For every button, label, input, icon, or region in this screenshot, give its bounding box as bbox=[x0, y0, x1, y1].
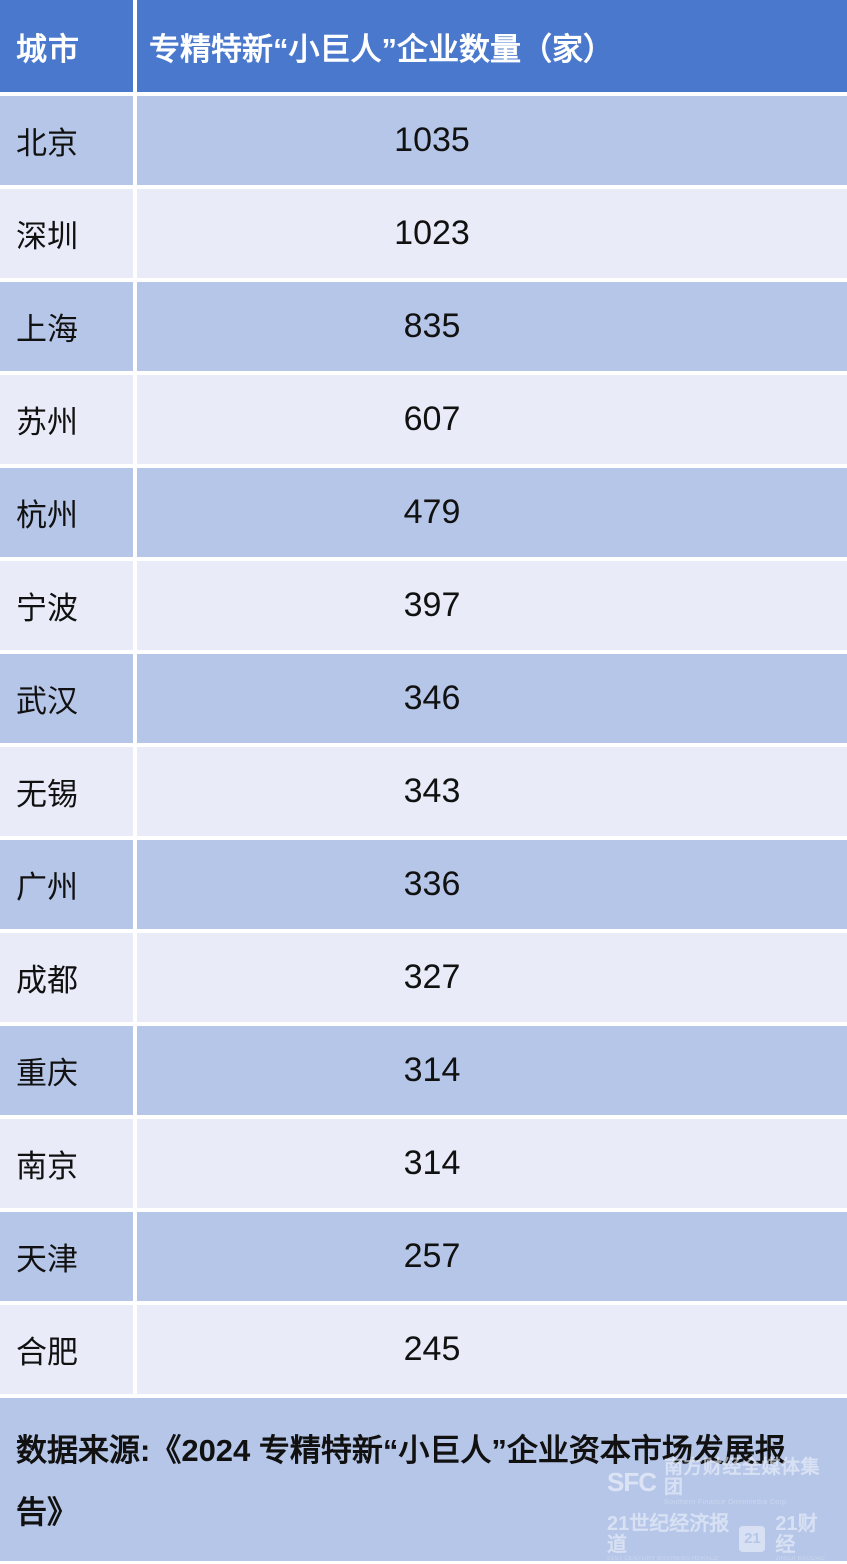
cell-count: 336 bbox=[137, 840, 847, 929]
table-body: 北京 1035 深圳 1023 上海 835 苏州 607 杭州 479 宁波 397 武汉 346 无锡 3… bbox=[0, 96, 847, 1398]
cell-city: 广州 bbox=[0, 840, 133, 929]
cell-city: 武汉 bbox=[0, 654, 133, 743]
row-divider bbox=[0, 836, 847, 840]
table-row: 杭州 479 bbox=[0, 468, 847, 557]
table-row: 上海 835 bbox=[0, 282, 847, 371]
cell-count: 314 bbox=[137, 1119, 847, 1208]
table-header-row: 城市 专精特新“小巨人”企业数量（家） bbox=[0, 0, 847, 92]
row-divider bbox=[0, 1208, 847, 1212]
row-divider bbox=[0, 1115, 847, 1119]
cell-count: 397 bbox=[137, 561, 847, 650]
table-row: 武汉 346 bbox=[0, 654, 847, 743]
row-divider bbox=[0, 185, 847, 189]
cell-city: 深圳 bbox=[0, 189, 133, 278]
table-row: 广州 336 bbox=[0, 840, 847, 929]
table-row: 无锡 343 bbox=[0, 747, 847, 836]
table-row: 南京 314 bbox=[0, 1119, 847, 1208]
column-divider bbox=[133, 933, 137, 1022]
row-divider bbox=[0, 278, 847, 282]
column-header-city-label: 城市 bbox=[16, 31, 80, 67]
cell-count: 327 bbox=[137, 933, 847, 1022]
cell-count: 1023 bbox=[137, 189, 847, 278]
cell-city: 宁波 bbox=[0, 561, 133, 650]
cell-city: 上海 bbox=[0, 282, 133, 371]
column-divider bbox=[133, 1119, 137, 1208]
cell-count: 835 bbox=[137, 282, 847, 371]
cell-city: 合肥 bbox=[0, 1305, 133, 1394]
column-divider bbox=[133, 654, 137, 743]
table-row: 天津 257 bbox=[0, 1212, 847, 1301]
header-body-divider bbox=[0, 92, 847, 96]
row-divider bbox=[0, 929, 847, 933]
column-header-count-label: 专精特新“小巨人”企业数量（家） bbox=[149, 31, 614, 67]
cell-count: 1035 bbox=[137, 96, 847, 185]
cell-city: 北京 bbox=[0, 96, 133, 185]
column-divider bbox=[133, 561, 137, 650]
row-divider bbox=[0, 557, 847, 561]
cell-count: 314 bbox=[137, 1026, 847, 1115]
row-divider bbox=[0, 743, 847, 747]
source-note: 数据来源:《2024 专精特新“小巨人”企业资本市场发展报告》 bbox=[16, 1433, 786, 1530]
column-divider bbox=[133, 189, 137, 278]
column-divider bbox=[133, 282, 137, 371]
column-divider bbox=[133, 375, 137, 464]
cell-count: 343 bbox=[137, 747, 847, 836]
column-divider bbox=[133, 840, 137, 929]
table-row: 合肥 245 bbox=[0, 1305, 847, 1394]
header-column-divider bbox=[133, 0, 137, 92]
cell-city: 苏州 bbox=[0, 375, 133, 464]
cell-count: 257 bbox=[137, 1212, 847, 1301]
column-divider bbox=[133, 747, 137, 836]
cell-count: 245 bbox=[137, 1305, 847, 1394]
table-row: 宁波 397 bbox=[0, 561, 847, 650]
cell-count: 479 bbox=[137, 468, 847, 557]
column-divider bbox=[133, 1212, 137, 1301]
row-divider bbox=[0, 371, 847, 375]
cell-city: 无锡 bbox=[0, 747, 133, 836]
cell-city: 天津 bbox=[0, 1212, 133, 1301]
cell-city: 重庆 bbox=[0, 1026, 133, 1115]
cell-city: 南京 bbox=[0, 1119, 133, 1208]
table-row: 深圳 1023 bbox=[0, 189, 847, 278]
column-header-count: 专精特新“小巨人”企业数量（家） bbox=[137, 0, 847, 92]
row-divider bbox=[0, 464, 847, 468]
row-divider bbox=[0, 1022, 847, 1026]
table-row: 重庆 314 bbox=[0, 1026, 847, 1115]
body-footer-divider bbox=[0, 1394, 847, 1398]
column-divider bbox=[133, 96, 137, 185]
cell-count: 607 bbox=[137, 375, 847, 464]
column-divider bbox=[133, 1026, 137, 1115]
table-row: 苏州 607 bbox=[0, 375, 847, 464]
watermark-paper-en: 21ST CENTURY BUSINESS HERALD bbox=[607, 1555, 719, 1562]
table-row: 成都 327 bbox=[0, 933, 847, 1022]
cell-city: 杭州 bbox=[0, 468, 133, 557]
row-divider bbox=[0, 650, 847, 654]
table-footer: 数据来源:《2024 专精特新“小巨人”企业资本市场发展报告》 SFC 南方财经… bbox=[0, 1398, 847, 1562]
column-header-city: 城市 bbox=[0, 0, 133, 92]
table-row: 北京 1035 bbox=[0, 96, 847, 185]
cell-count: 346 bbox=[137, 654, 847, 743]
column-divider bbox=[133, 1305, 137, 1394]
watermark-finance-en: JINGJI BAODAO bbox=[775, 1555, 825, 1562]
column-divider bbox=[133, 468, 137, 557]
row-divider bbox=[0, 1301, 847, 1305]
cell-city: 成都 bbox=[0, 933, 133, 1022]
